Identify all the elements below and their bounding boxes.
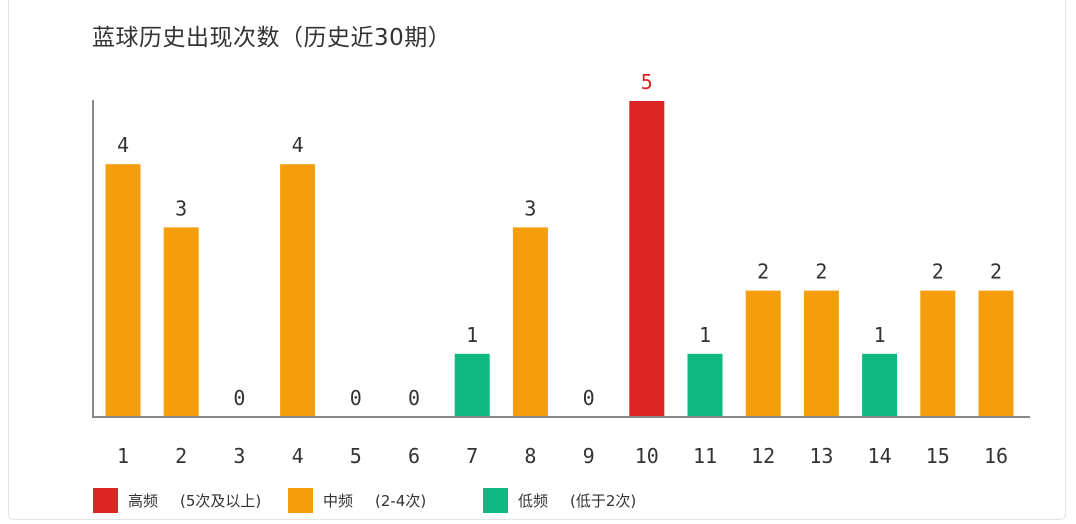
bar-4 xyxy=(280,164,316,417)
value-label-11: 1 xyxy=(699,323,711,347)
legend-note-high: (5次及以上) xyxy=(180,491,262,510)
x-tick-label-1: 1 xyxy=(117,444,129,468)
value-label-14: 1 xyxy=(874,323,886,347)
value-label-9: 0 xyxy=(583,386,595,410)
x-tick-label-3: 3 xyxy=(233,444,245,468)
x-tick-label-10: 10 xyxy=(635,444,659,468)
legend-note-mid: (2-4次) xyxy=(375,491,427,510)
x-tick-label-13: 13 xyxy=(809,444,833,468)
bar-13 xyxy=(803,290,839,417)
bar-16 xyxy=(978,290,1014,417)
value-label-3: 0 xyxy=(233,386,245,410)
legend-item-low: 低频 (低于2次) xyxy=(483,487,637,513)
legend-item-high: 高频 (5次及以上) xyxy=(93,487,288,513)
value-label-6: 0 xyxy=(408,386,420,410)
bar-12 xyxy=(745,290,781,417)
bar-1 xyxy=(105,164,141,417)
value-label-13: 2 xyxy=(815,260,827,284)
value-label-2: 3 xyxy=(175,196,187,220)
legend-label-high: 高频 xyxy=(128,491,159,510)
x-tick-labels-group: 1 2 3 4 5 6 7 8 9 10 11 12 13 14 15 16 xyxy=(117,444,1008,468)
bar-7 xyxy=(454,353,490,417)
value-label-1: 4 xyxy=(117,133,129,157)
bar-14 xyxy=(862,353,898,417)
bar-8 xyxy=(512,227,548,417)
x-tick-label-6: 6 xyxy=(408,444,420,468)
value-label-5: 0 xyxy=(350,386,362,410)
bar-2 xyxy=(163,227,199,417)
value-label-16: 2 xyxy=(990,260,1002,284)
bar-11 xyxy=(687,353,723,417)
legend-label-mid: 中频 xyxy=(323,491,354,510)
legend-item-mid: 中频 (2-4次) xyxy=(288,487,483,513)
x-tick-label-5: 5 xyxy=(350,444,362,468)
x-tick-label-11: 11 xyxy=(693,444,717,468)
value-label-15: 2 xyxy=(932,260,944,284)
value-label-7: 1 xyxy=(466,323,478,347)
legend-swatch-mid xyxy=(288,487,313,513)
x-tick-label-12: 12 xyxy=(751,444,775,468)
value-label-12: 2 xyxy=(757,260,769,284)
bars-group xyxy=(105,101,1014,417)
legend-note-low: (低于2次) xyxy=(570,491,637,510)
x-tick-label-15: 15 xyxy=(926,444,950,468)
bar-10 xyxy=(629,101,665,417)
legend-label-low: 低频 xyxy=(518,491,549,510)
x-tick-label-8: 8 xyxy=(524,444,536,468)
value-label-10: 5 xyxy=(641,70,653,94)
x-tick-label-4: 4 xyxy=(292,444,304,468)
legend-swatch-high xyxy=(93,487,118,513)
x-tick-label-7: 7 xyxy=(466,444,478,468)
bar-15 xyxy=(920,290,956,417)
x-tick-label-2: 2 xyxy=(175,444,187,468)
x-tick-label-16: 16 xyxy=(984,444,1008,468)
value-label-4: 4 xyxy=(292,133,304,157)
value-label-8: 3 xyxy=(524,196,536,220)
chart-title: 蓝球历史出现次数（历史近30期） xyxy=(92,25,452,51)
value-labels-group: 4 3 0 4 0 0 1 3 0 5 1 2 2 1 2 2 xyxy=(117,70,1002,410)
x-tick-label-9: 9 xyxy=(583,444,595,468)
legend-swatch-low xyxy=(483,487,508,513)
chart-legend: 高频 (5次及以上) 中频 (2-4次) 低频 (低于2次) xyxy=(93,486,636,514)
x-tick-label-14: 14 xyxy=(868,444,892,468)
